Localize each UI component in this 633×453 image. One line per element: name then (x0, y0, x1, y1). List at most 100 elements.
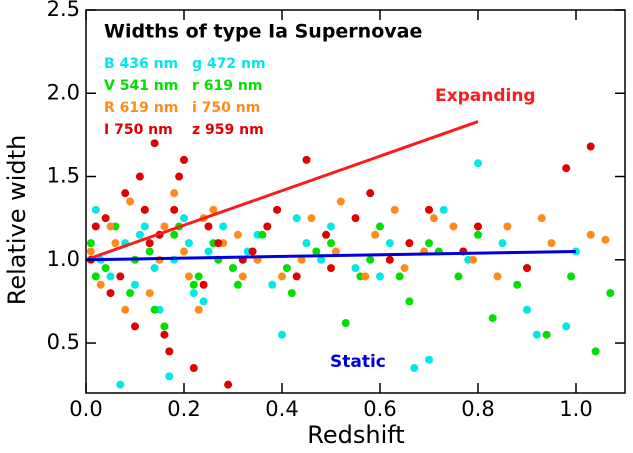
point (131, 280, 139, 289)
point (429, 214, 438, 223)
point (121, 189, 130, 198)
point (229, 264, 237, 273)
point (327, 264, 335, 273)
point (405, 239, 414, 248)
point (116, 272, 125, 281)
point (606, 289, 615, 298)
point (189, 364, 198, 373)
y-axis-label: Relative width (3, 135, 31, 306)
point (586, 230, 595, 239)
point (106, 272, 115, 281)
legend-entry: z 959 nm (192, 122, 264, 138)
x-tick-label: 0.6 (363, 397, 396, 421)
point (126, 289, 135, 298)
point (160, 322, 169, 331)
point (278, 330, 286, 339)
legend-entry: i 750 nm (192, 100, 260, 116)
point (371, 230, 380, 239)
line-label: Expanding (435, 86, 536, 106)
point (238, 272, 247, 281)
point (292, 272, 301, 281)
point (498, 239, 507, 248)
point (184, 239, 193, 248)
point (145, 289, 154, 298)
point (204, 222, 213, 231)
point (385, 239, 394, 248)
point (282, 264, 291, 273)
x-tick-label: 0.8 (461, 397, 494, 421)
point (307, 214, 316, 223)
point (493, 272, 502, 281)
point (199, 297, 208, 306)
x-tick-label: 0.2 (167, 397, 200, 421)
point (170, 189, 179, 198)
y-tick-label: 1.0 (47, 247, 80, 271)
point (258, 230, 267, 239)
point (135, 172, 144, 181)
point (170, 230, 179, 239)
point (400, 264, 409, 273)
legend-entry: g 472 nm (192, 56, 266, 72)
point (86, 247, 95, 256)
x-axis-label: Redshift (307, 421, 404, 449)
point (91, 272, 100, 281)
point (454, 272, 463, 281)
point (150, 139, 159, 148)
line-label: Static (330, 352, 386, 372)
point (214, 239, 223, 248)
point (513, 280, 522, 289)
legend-entry: V 541 nm (104, 78, 178, 94)
point (165, 347, 174, 356)
point (366, 189, 375, 198)
point (562, 322, 571, 331)
point (268, 280, 277, 289)
point (184, 272, 193, 281)
point (204, 247, 213, 256)
point (121, 305, 130, 314)
point (474, 159, 482, 168)
point (165, 372, 174, 381)
point (106, 289, 115, 298)
point (361, 272, 370, 281)
point (410, 364, 419, 373)
point (116, 380, 125, 389)
point (287, 289, 296, 298)
legend-entry: r 619 nm (192, 78, 262, 94)
legend-entry: I 750 nm (104, 122, 173, 138)
point (376, 222, 384, 231)
reference-line (85, 249, 577, 262)
y-tick-label: 1.5 (47, 164, 80, 188)
point (219, 222, 228, 231)
point (180, 155, 188, 164)
point (263, 222, 272, 231)
point (376, 272, 384, 281)
point (175, 172, 184, 181)
point (523, 264, 531, 273)
point (140, 222, 149, 231)
point (86, 239, 95, 248)
point (331, 247, 340, 256)
point (106, 222, 115, 231)
point (135, 230, 144, 239)
point (317, 255, 326, 264)
point (322, 230, 331, 239)
point (302, 239, 311, 248)
point (209, 205, 218, 214)
point (341, 319, 350, 328)
point (591, 347, 600, 356)
point (160, 330, 169, 339)
chart-title: Widths of type Ia Supernovae (104, 21, 422, 43)
point (405, 297, 414, 306)
point (351, 264, 360, 273)
point (327, 239, 335, 248)
point (523, 305, 531, 314)
point (145, 239, 154, 248)
point (336, 197, 345, 206)
point (302, 155, 311, 164)
point (351, 214, 360, 223)
point (194, 272, 203, 281)
point (180, 247, 188, 256)
point (547, 239, 556, 248)
plot-frame (85, 9, 626, 394)
point (150, 264, 159, 273)
